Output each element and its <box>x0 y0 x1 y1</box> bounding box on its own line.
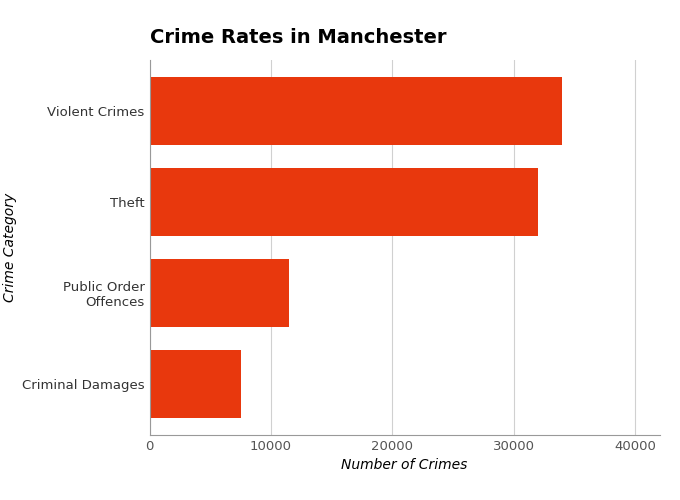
Bar <box>150 259 289 327</box>
Bar <box>150 168 538 236</box>
Text: Crime Rates in Manchester: Crime Rates in Manchester <box>150 28 446 48</box>
Bar <box>150 77 562 145</box>
Y-axis label: Crime Category: Crime Category <box>3 193 16 302</box>
X-axis label: Number of Crimes: Number of Crimes <box>341 458 468 472</box>
Bar <box>150 350 241 418</box>
